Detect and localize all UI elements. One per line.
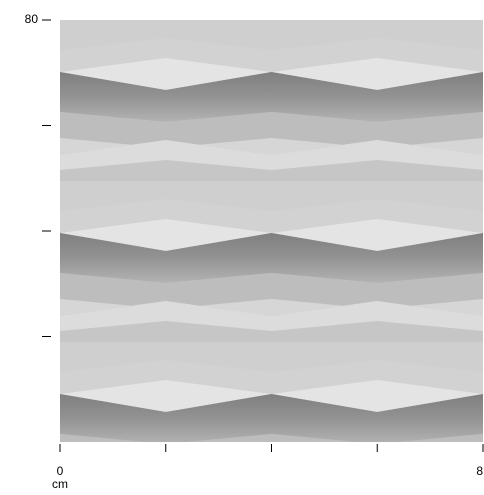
y-tick-label: 80 [25, 12, 39, 26]
x-axis-label: cm [52, 477, 68, 491]
x-tick-label: 0 [57, 464, 64, 478]
image [60, 20, 483, 442]
x-tick-label: 8 [476, 464, 483, 478]
